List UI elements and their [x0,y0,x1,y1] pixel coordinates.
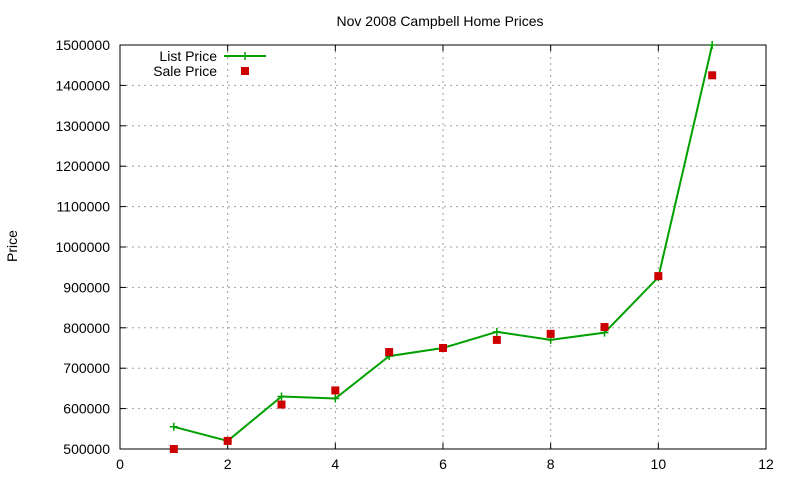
x-tick-label: 8 [547,456,555,472]
legend-square-sale-price [241,67,249,75]
y-tick-label: 1400000 [55,77,110,93]
axis-ticks: 0 2 4 6 8 10 12 500000 600000 700000 800000 900000 1… [55,37,774,472]
x-tick-label: 2 [224,456,232,472]
sale-price-point [385,348,394,357]
x-tick-label: 4 [331,456,339,472]
list-price-point [331,394,340,403]
legend-label-sale-price: Sale Price [153,63,217,79]
y-tick-label: 500000 [63,441,110,457]
sale-price-point [654,272,663,281]
sale-price-point [331,386,340,395]
grid-lines [120,45,766,449]
y-tick-label: 600000 [63,401,110,417]
y-tick-label: 1000000 [55,239,110,255]
list-price-point [492,327,501,336]
sale-price-point [277,400,286,409]
legend-label-list-price: List Price [159,48,217,64]
series-layer [169,41,717,453]
sale-price-point [439,344,447,352]
sale-price-point [223,436,232,445]
x-tick-label: 0 [116,456,124,472]
sale-price-point [708,71,717,80]
x-tick-label: 6 [439,456,447,472]
y-tick-label: 700000 [63,360,110,376]
legend: List Price Sale Price [153,48,266,79]
chart-title: Nov 2008 Campbell Home Prices [337,13,544,29]
y-tick-label: 1300000 [55,118,110,134]
y-axis-label: Price [4,230,20,262]
y-tick-label: 1500000 [55,37,110,53]
sale-price-point [600,322,609,331]
y-tick-label: 800000 [63,320,110,336]
y-tick-label: 1100000 [57,199,111,215]
sale-price-point [169,445,178,453]
list-price-point [708,41,717,49]
list-price-point [169,422,178,431]
sale-price-point [492,335,501,344]
sale-price-point [546,329,555,338]
y-tick-label: 900000 [63,279,110,295]
y-tick-label: 1200000 [55,158,110,174]
list-price-point [277,392,286,401]
x-tick-label: 10 [651,456,667,472]
x-tick-label: 12 [758,456,774,472]
legend-cross-list-price [241,52,249,60]
